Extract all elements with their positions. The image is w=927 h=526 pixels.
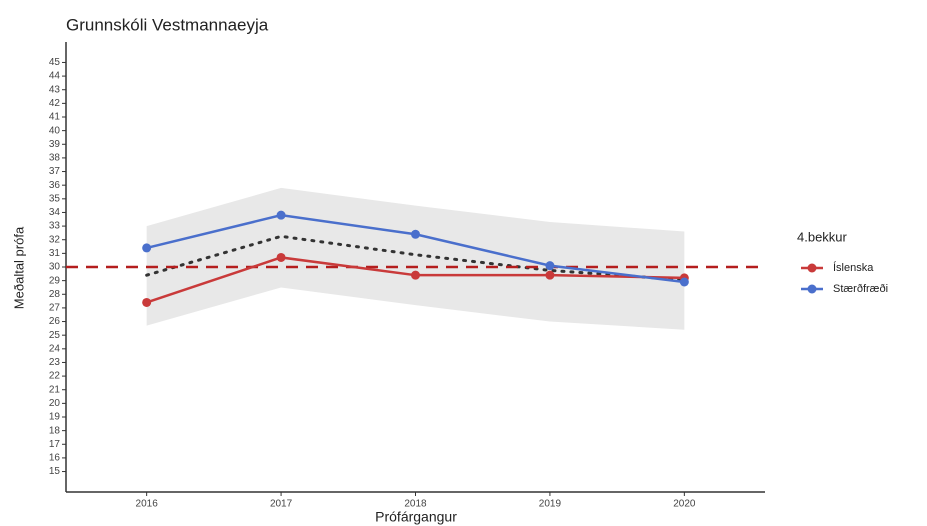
y-tick-label: 37 [49,166,61,177]
y-tick-label: 18 [49,425,61,436]
y-tick-label: 38 [49,153,61,164]
data-point [142,243,152,253]
x-tick-label: 2018 [404,499,427,510]
y-tick-label: 29 [49,275,61,286]
x-axis-label: Prófárgangur [375,509,457,525]
data-point [679,277,689,287]
y-tick-label: 44 [49,71,61,82]
y-tick-label: 41 [49,112,61,123]
y-tick-label: 40 [49,125,61,136]
x-tick-label: 2017 [270,499,293,510]
data-point [545,261,555,271]
y-tick-label: 19 [49,412,61,423]
y-tick-label: 32 [49,234,61,245]
y-tick-label: 45 [49,57,61,68]
y-tick-label: 24 [49,343,61,354]
y-tick-label: 15 [49,466,61,477]
y-tick-label: 33 [49,221,61,232]
legend-marker [807,263,817,273]
y-tick-label: 25 [49,330,61,341]
data-point [411,270,420,280]
y-tick-label: 42 [49,98,61,109]
legend-title: 4.bekkur [797,229,848,244]
x-tick-label: 2020 [673,499,696,510]
y-tick-label: 31 [49,248,61,259]
data-point [545,270,555,280]
y-tick-label: 17 [49,439,61,450]
y-axis-label: Meðaltal prófa [11,226,26,309]
y-tick-label: 36 [49,180,61,191]
legend-label: Íslenska [833,261,874,274]
y-tick-label: 23 [49,357,61,368]
y-tick-label: 34 [49,207,61,218]
data-point [276,252,286,262]
y-tick-label: 30 [49,262,61,273]
y-tick-label: 26 [49,316,61,327]
y-tick-label: 39 [49,139,61,150]
y-tick-label: 21 [49,384,61,395]
x-tick-label: 2016 [136,499,159,510]
legend-label: Stærðfræði [833,283,888,295]
confidence-band [146,187,685,330]
chart-title: Grunnskóli Vestmannaeyja [66,15,269,34]
x-tick-label: 2019 [539,499,562,510]
y-tick-label: 16 [49,453,61,464]
legend-marker [807,284,817,294]
data-point [411,229,420,239]
trend-line [145,234,686,282]
y-tick-label: 20 [49,398,61,409]
y-tick-label: 28 [49,289,61,300]
y-tick-label: 27 [49,303,61,314]
data-point [276,210,286,220]
y-tick-label: 22 [49,371,61,382]
y-tick-label: 35 [49,193,61,204]
y-tick-label: 43 [49,84,61,95]
data-point [142,297,152,307]
